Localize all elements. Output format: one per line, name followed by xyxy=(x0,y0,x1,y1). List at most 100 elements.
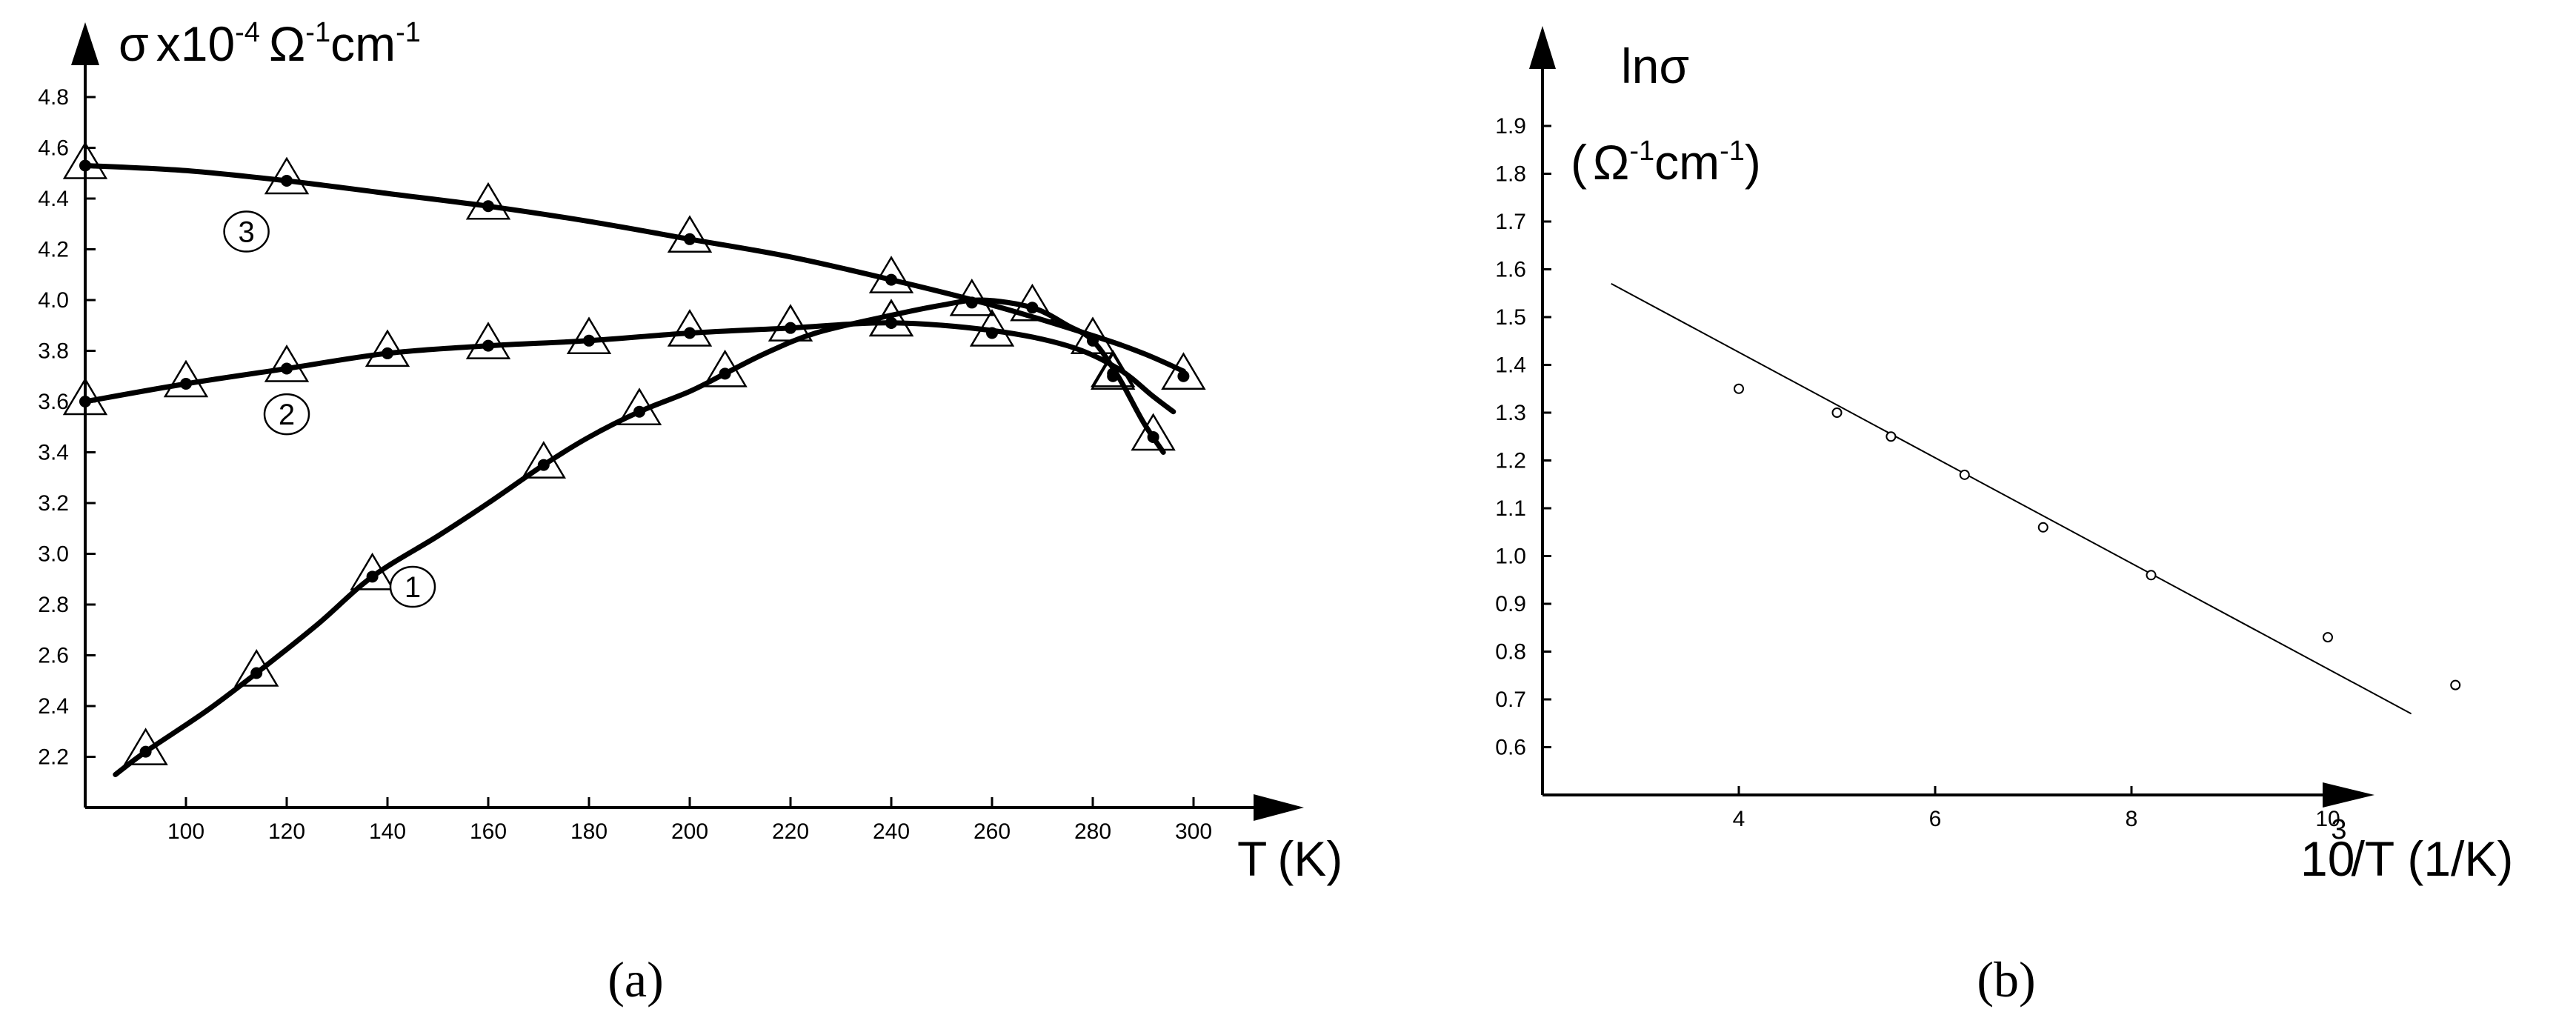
series-1-triangle-marker xyxy=(521,441,566,479)
x-tick-label-a: 160 xyxy=(470,819,507,844)
panel-label-b: (b) xyxy=(1977,951,2035,1008)
series-2-triangle-marker xyxy=(365,329,410,367)
y-tick-label-a: 2.8 xyxy=(38,593,69,617)
series-3-point xyxy=(684,233,696,245)
series-2-triangle-marker xyxy=(62,377,108,416)
x-tick-label-a: 140 xyxy=(369,819,406,844)
series-3-point xyxy=(1177,370,1190,382)
series-2-triangle-marker xyxy=(566,316,612,355)
series-1-triangle-marker xyxy=(616,387,662,425)
x-tick-label-a: 220 xyxy=(772,819,809,844)
series-1-triangle-marker xyxy=(123,728,168,765)
x-tick-label-a: 280 xyxy=(1074,819,1111,844)
series-1-point xyxy=(1087,334,1099,347)
y-tick-label-a: 2.6 xyxy=(38,644,69,668)
curve-label-circle-1 xyxy=(389,565,436,608)
curve-label-2: 2 xyxy=(279,399,295,431)
y-tick-label-a: 4.4 xyxy=(38,187,69,211)
series-3-point xyxy=(281,175,293,187)
x-tick-label-a: 200 xyxy=(671,819,708,844)
x-tick-label-a: 100 xyxy=(167,819,204,844)
series-2-point xyxy=(79,396,91,407)
y-tick-label-a: 4.8 xyxy=(38,85,69,110)
y-tick-label-b: 0.6 xyxy=(1495,736,1526,760)
x-tick-label-b: 6 xyxy=(1929,807,1942,831)
series-1-triangle-marker xyxy=(1070,316,1116,355)
y-tick-label-a: 3.2 xyxy=(38,491,69,516)
series-2-triangle-marker xyxy=(768,304,813,342)
scatter-point xyxy=(2037,522,2049,533)
fit-line xyxy=(1611,282,2412,715)
scatter-point xyxy=(1886,431,1897,442)
series-1-point xyxy=(965,296,978,309)
y-tick-label-b: 1.7 xyxy=(1495,210,1526,234)
series-1-point xyxy=(719,367,731,380)
scatter-point xyxy=(2323,632,2333,643)
y-tick-label-a: 4.0 xyxy=(38,288,69,313)
series-3-point xyxy=(885,273,897,286)
series-1-triangle-marker xyxy=(1010,283,1055,322)
y-tick-label-b: 1.2 xyxy=(1495,449,1526,473)
y-tick-label-b: 1.4 xyxy=(1495,353,1526,378)
y-tick-label-a: 2.4 xyxy=(38,694,69,719)
y-axis-title-a: σ x10-4 Ω-1cm-1 xyxy=(119,16,421,71)
curve-label-circle-3 xyxy=(223,210,270,253)
curve-label-3: 3 xyxy=(238,216,254,249)
y-tick-label-b: 1.1 xyxy=(1495,496,1526,521)
x-tick-label-a: 180 xyxy=(570,819,608,844)
curve-label-circle-2 xyxy=(263,393,310,436)
scatter-point xyxy=(2450,679,2461,690)
series-1-point xyxy=(366,570,379,583)
series-1-line xyxy=(113,297,1166,777)
y-tick-label-a: 3.8 xyxy=(38,339,69,364)
y-tick-label-a: 3.4 xyxy=(38,441,69,465)
scatter-point xyxy=(1734,383,1744,394)
series-1-triangle-marker xyxy=(350,552,395,590)
x-tick-label-b: 8 xyxy=(2126,807,2138,831)
scatter-point xyxy=(1959,469,1970,480)
y-tick-label-a: 4.2 xyxy=(38,238,69,262)
x-tick-label-a: 260 xyxy=(974,819,1011,844)
y-tick-label-b: 0.9 xyxy=(1495,592,1526,616)
y-tick-label-a: 3.6 xyxy=(38,390,69,414)
series-2-line xyxy=(82,320,1176,415)
series-2-point xyxy=(1107,370,1119,382)
y-tick-label-b: 1.9 xyxy=(1495,114,1526,139)
x-axis-title-b: 103/T (1/K) xyxy=(2300,814,2513,886)
y-axis-arrow-a xyxy=(71,22,99,65)
series-2-point xyxy=(785,322,796,334)
series-1-point xyxy=(537,459,550,471)
x-tick-label-a: 300 xyxy=(1175,819,1212,844)
chart-panel-a: 100 120 140 160 180 200 220 240 260 280 300 2.2 2.4 2… xyxy=(38,16,1342,1008)
series-1-point xyxy=(139,745,152,758)
series-1-point xyxy=(633,405,645,418)
series-3-triangle-marker xyxy=(264,156,310,195)
y-tick-label-a: 4.6 xyxy=(38,136,69,161)
series-3-point xyxy=(79,159,91,172)
series-2-triangle-marker xyxy=(1091,352,1136,390)
series-1-point xyxy=(250,667,263,679)
scatter-point xyxy=(1831,407,1843,418)
y-tick-label-b: 1.3 xyxy=(1495,401,1526,425)
series-1-triangle-marker xyxy=(234,649,279,687)
series-2-point xyxy=(583,334,595,347)
series-3-triangle-marker xyxy=(667,215,713,253)
y-axis-title-b-line2: (Ω-1cm-1) xyxy=(1571,135,1761,190)
series-2-point xyxy=(180,378,192,390)
y-tick-label-b: 1.8 xyxy=(1495,162,1526,187)
series-2-point xyxy=(281,362,293,375)
series-1-triangle-marker xyxy=(702,349,748,387)
y-tick-label-b: 0.8 xyxy=(1495,640,1526,665)
series-3-triangle-marker xyxy=(62,142,108,179)
series-2-triangle-marker xyxy=(969,309,1015,347)
x-tick-label-a: 240 xyxy=(873,819,910,844)
x-axis-title-a: T (K) xyxy=(1237,831,1342,886)
y-tick-label-a: 2.2 xyxy=(38,745,69,770)
series-2-point xyxy=(885,316,897,329)
y-tick-label-b: 1.0 xyxy=(1495,545,1526,569)
series-2-triangle-marker xyxy=(667,309,713,347)
series-2-triangle-marker xyxy=(465,322,511,359)
series-2-triangle-marker xyxy=(264,345,310,382)
x-axis-arrow-a xyxy=(1254,794,1304,821)
